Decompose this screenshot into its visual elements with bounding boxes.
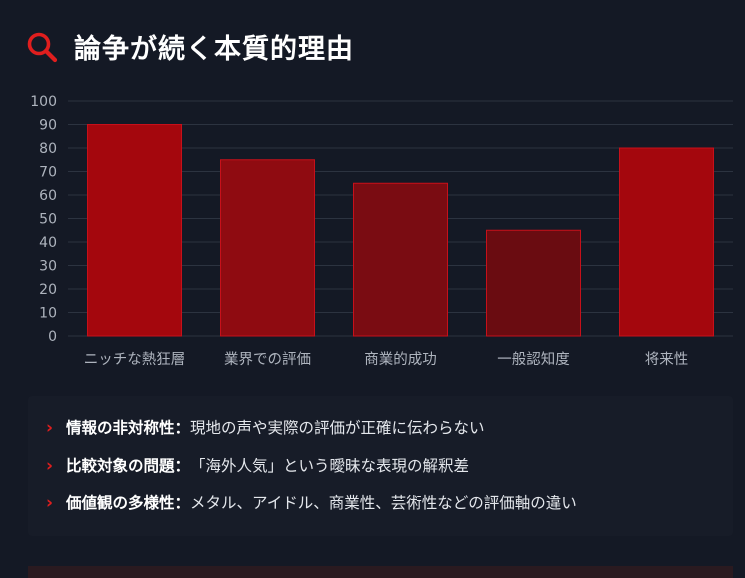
key-point: › 比較対象の問題 ： 「海外人気」という曖昧な表現の解釈差	[46, 456, 469, 476]
key-point-separator: ：	[174, 419, 191, 437]
key-point: › 価値観の多様性 ： メタル、アイドル、商業性、芸術性などの評価軸の違い	[46, 493, 577, 513]
chevron-right-icon: ›	[46, 493, 54, 513]
chart-bars	[87, 124, 714, 337]
search-icon	[26, 31, 58, 63]
bar	[87, 124, 182, 337]
y-tick-label: 70	[39, 165, 57, 181]
key-point-text: メタル、アイドル、商業性、芸術性などの評価軸の違い	[190, 494, 577, 512]
y-tick-label: 30	[39, 259, 57, 275]
x-tick-label: 将来性	[645, 351, 689, 368]
key-point-heading: 情報の非対称性	[66, 419, 175, 437]
y-tick-label: 20	[39, 282, 57, 298]
y-tick-label: 80	[39, 141, 57, 157]
header: 論争が続く本質的理由	[26, 27, 354, 66]
y-tick-label: 60	[39, 188, 57, 204]
y-tick-label: 40	[39, 235, 57, 251]
y-axis-ticks: 0 10 20 30 40 50 60 70 80 90 100	[30, 94, 57, 345]
y-tick-label: 10	[39, 306, 57, 322]
key-point-separator: ：	[174, 494, 191, 512]
key-point-heading: 比較対象の問題	[66, 457, 175, 475]
bar	[353, 182, 448, 337]
x-tick-label: 商業的成功	[364, 351, 437, 368]
y-tick-label: 90	[39, 118, 57, 134]
key-point-text: 現地の声や実際の評価が正確に伝わらない	[190, 419, 485, 437]
x-tick-label: 一般認知度	[497, 351, 570, 368]
bar	[619, 147, 714, 337]
chevron-right-icon: ›	[46, 456, 54, 476]
x-axis-ticks: ニッチな熱狂層 業界での評価 商業的成功 一般認知度 将来性	[84, 351, 689, 368]
page-title: 論争が続く本質的理由	[74, 34, 354, 65]
key-point-heading: 価値観の多様性	[66, 494, 175, 512]
bar	[220, 159, 315, 337]
chevron-right-icon: ›	[46, 418, 54, 438]
x-tick-label: ニッチな熱狂層	[84, 351, 186, 368]
key-point-separator: ：	[174, 457, 191, 475]
x-tick-label: 業界での評価	[224, 351, 311, 368]
y-tick-label: 100	[30, 94, 57, 110]
footer-divider	[28, 566, 733, 578]
y-tick-label: 0	[48, 329, 57, 345]
key-point-text: 「海外人気」という曖昧な表現の解釈差	[190, 457, 470, 475]
key-point: › 情報の非対称性 ： 現地の声や実際の評価が正確に伝わらない	[46, 418, 485, 438]
key-points-panel: › 情報の非対称性 ： 現地の声や実際の評価が正確に伝わらない › 比較対象の問…	[28, 396, 733, 536]
bar	[486, 229, 581, 337]
bar-chart: 0 10 20 30 40 50 60 70 80 90 100 ニッチな熱狂層 業界での評価 商業的成…	[30, 94, 733, 368]
y-tick-label: 50	[39, 212, 57, 228]
